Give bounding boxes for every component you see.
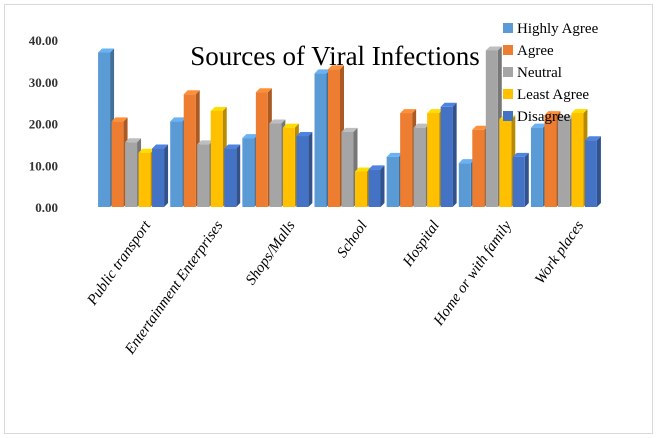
legend-entry: Agree (503, 43, 554, 59)
legend-entry: Disagree (503, 109, 571, 125)
legend-label: Neutral (517, 65, 562, 81)
legend-swatch (503, 45, 513, 55)
bar (296, 132, 313, 207)
x-category-label: School (334, 218, 371, 261)
x-category-label: Shops/Malls (243, 218, 299, 288)
bar (584, 136, 601, 207)
bar (512, 152, 529, 207)
legend-swatch (503, 23, 513, 33)
x-category-label: Public transport (84, 217, 155, 309)
y-tick-label: 40.00 (29, 33, 58, 48)
legend-label: Agree (517, 43, 554, 59)
legend-label: Disagree (517, 109, 571, 125)
y-tick-label: 20.00 (29, 117, 58, 132)
y-axis: 0.00 10.00 20.00 30.00 40.00 (29, 33, 58, 215)
legend-swatch (503, 67, 513, 77)
bar (224, 144, 241, 207)
legend-swatch (503, 89, 513, 99)
legend-entry: Neutral (503, 65, 562, 81)
x-category-label: Home or with family (430, 218, 515, 330)
legend-entry: Highly Agree (503, 21, 599, 37)
bars (98, 46, 601, 208)
legend-label: Highly Agree (517, 21, 599, 37)
x-category-label: Work places (532, 218, 587, 287)
legend: Highly Agree Agree Neutral Least Agree Disag… (503, 21, 599, 125)
y-tick-label: 0.00 (35, 200, 58, 215)
bar (440, 102, 457, 207)
bar (368, 165, 385, 207)
bar (341, 127, 358, 207)
y-tick-label: 30.00 (29, 75, 58, 90)
x-category-label: Hospital (400, 218, 443, 270)
legend-label: Least Agree (517, 87, 589, 103)
bar (152, 144, 169, 207)
y-tick-label: 10.00 (29, 158, 58, 173)
legend-swatch (503, 111, 513, 121)
legend-entry: Least Agree (503, 87, 589, 103)
